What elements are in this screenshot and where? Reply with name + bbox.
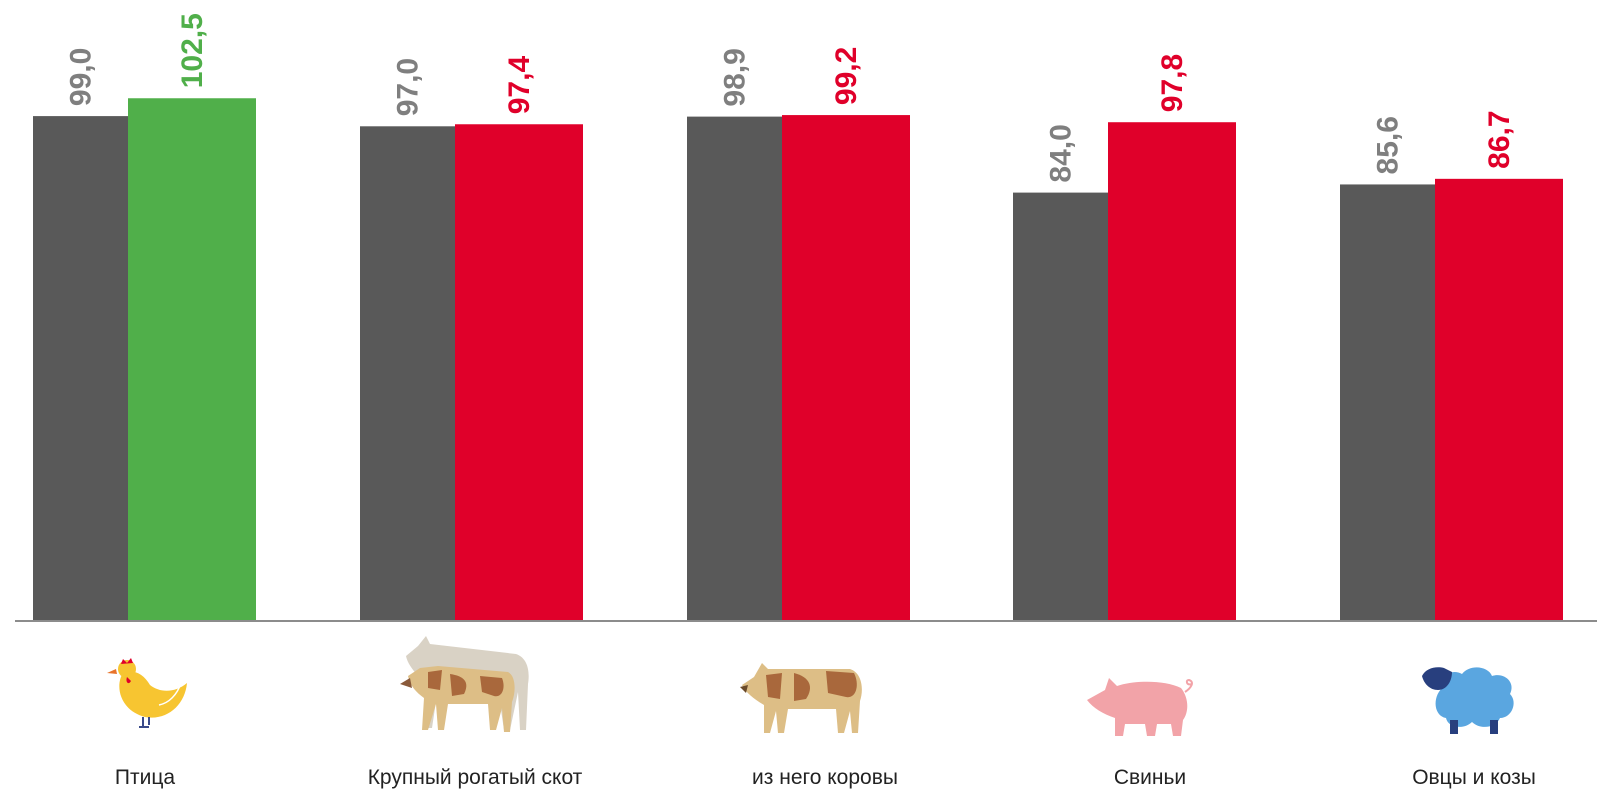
category-label: из него коровы xyxy=(752,766,898,789)
value-label: 99,2 xyxy=(830,47,863,105)
category-label: Овцы и козы xyxy=(1412,766,1536,789)
value-label: 102,5 xyxy=(176,13,209,88)
value-label: 99,0 xyxy=(65,48,98,106)
chicken-icon xyxy=(107,658,187,728)
bar-series1-2 xyxy=(360,126,455,622)
bar-series1-5 xyxy=(1340,184,1435,621)
bar-series2-3 xyxy=(782,115,910,621)
bar-series1-4 xyxy=(1013,192,1108,621)
sheep-icon xyxy=(1422,667,1514,734)
value-label: 98,9 xyxy=(719,48,752,106)
category-label: Свиньи xyxy=(1114,766,1186,789)
bar-series1-1 xyxy=(33,116,128,621)
value-label: 97,8 xyxy=(1156,54,1189,112)
bar-series2-5 xyxy=(1435,178,1563,621)
value-label: 86,7 xyxy=(1483,110,1516,168)
value-label: 84,0 xyxy=(1045,124,1078,182)
bar-series2-2 xyxy=(455,124,583,621)
category-label: Птица xyxy=(115,766,175,789)
cow-icon xyxy=(740,663,862,733)
value-label: 85,6 xyxy=(1372,116,1405,174)
value-labels-group: 99,0 102,5 97,0 97,4 98,9 99,2 84,0 97,8 85,6 86,… xyxy=(65,13,1517,182)
bar-series1-3 xyxy=(687,116,782,622)
category-label: Крупный рогатый скот xyxy=(368,766,583,789)
value-label: 97,0 xyxy=(392,58,425,116)
bars-group xyxy=(33,98,1563,622)
cattle-icon xyxy=(400,636,529,732)
bar-series2-1 xyxy=(128,98,256,621)
pig-icon xyxy=(1087,678,1193,736)
bar-series2-4 xyxy=(1108,122,1236,621)
value-label: 97,4 xyxy=(503,56,536,115)
